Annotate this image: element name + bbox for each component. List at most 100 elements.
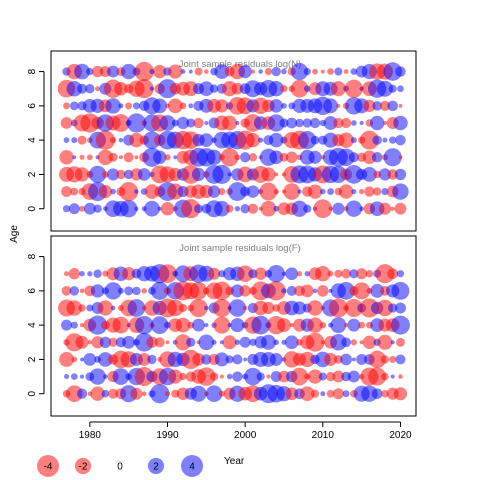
residual-bubble	[280, 85, 288, 93]
y-tick-label: 6	[27, 288, 38, 294]
residual-bubble	[290, 63, 309, 81]
residual-bubble	[344, 165, 364, 184]
residual-bubble	[338, 132, 354, 148]
residual-bubble	[64, 271, 70, 277]
panel-logF-bubbles	[58, 264, 410, 404]
residual-bubble	[116, 169, 126, 180]
residual-bubble	[271, 66, 281, 77]
residual-bubble	[281, 288, 287, 294]
residual-bubble	[225, 204, 234, 213]
residual-bubble	[227, 172, 232, 177]
residual-bubble	[120, 63, 137, 80]
residual-bubble	[107, 168, 120, 181]
residual-bubble	[389, 355, 397, 364]
residual-bubble	[179, 102, 187, 110]
residual-bubble	[390, 206, 395, 211]
residual-bubble	[267, 114, 285, 132]
residual-bubble	[266, 374, 271, 379]
panel-logF: Joint sample residuals log(F) 0 2 4 6 8	[27, 235, 417, 417]
residual-bubble	[147, 354, 157, 365]
residual-bubble	[126, 113, 147, 133]
residual-bubble	[393, 115, 408, 131]
residual-bubble	[141, 391, 147, 397]
residual-bubble	[79, 288, 85, 294]
residual-bubble	[324, 352, 338, 366]
residual-bubble	[395, 134, 406, 146]
residual-bubble	[212, 298, 231, 318]
residual-bubble	[68, 268, 80, 280]
residual-bubble	[173, 155, 178, 160]
residual-bubble	[368, 350, 386, 369]
residual-bubble	[231, 82, 244, 95]
residual-bubble	[269, 99, 283, 113]
residual-bubble	[159, 115, 176, 131]
residual-bubble	[361, 385, 378, 402]
panel-logN-y-axis: 0 2 4 6 8	[27, 68, 45, 211]
residual-bubble	[309, 117, 321, 129]
residual-bubble	[232, 371, 243, 382]
residual-bubble	[299, 351, 315, 368]
x-tick-label: 1980	[79, 430, 102, 441]
residual-bubble	[395, 66, 406, 77]
x-tick-label: 2010	[312, 430, 335, 441]
y-tick-label: 0	[27, 205, 38, 211]
residual-bubble	[152, 98, 168, 114]
legend-bubble	[181, 455, 203, 477]
residual-bubble	[71, 356, 78, 363]
residual-bubble	[83, 202, 96, 215]
residual-bubble	[250, 69, 256, 74]
y-tick-label: 4	[27, 322, 38, 328]
residual-bubble	[110, 305, 116, 311]
residual-bubble	[260, 200, 277, 217]
residual-bubble	[341, 337, 352, 348]
residual-bubble	[208, 267, 221, 280]
residual-bubble	[121, 267, 136, 281]
residual-bubble	[127, 299, 146, 317]
residual-bubble	[341, 117, 352, 129]
residual-bubble	[134, 367, 154, 387]
residual-bubble	[359, 188, 365, 195]
legend-label: -4	[44, 462, 53, 473]
residual-bubble	[317, 285, 329, 297]
residual-bubble	[174, 334, 192, 351]
residual-bubble	[295, 118, 304, 128]
residual-bubble	[382, 137, 388, 143]
residual-bubble	[388, 303, 398, 313]
x-tick-label: 2020	[389, 430, 412, 441]
legend-bubble	[147, 457, 165, 475]
residual-bubble	[199, 133, 214, 148]
residual-bubble	[211, 339, 217, 345]
residual-bubble	[377, 334, 393, 350]
residual-bubble	[69, 101, 79, 111]
residual-bubble	[206, 149, 222, 165]
residual-bubble	[353, 282, 371, 300]
residual-bubble	[232, 354, 243, 365]
residual-bubble	[164, 391, 171, 397]
residual-bubble	[362, 335, 377, 349]
residual-bubble	[134, 61, 154, 82]
residual-bubble	[150, 316, 169, 335]
residual-bubble	[152, 150, 167, 165]
residual-bubble	[382, 120, 387, 126]
residual-bubble	[261, 167, 276, 182]
residual-bubble	[340, 353, 352, 366]
residual-bubble	[230, 318, 245, 333]
residual-bubble	[168, 64, 183, 79]
residual-bubble	[396, 337, 405, 347]
residual-bubble	[192, 318, 205, 332]
residual-bubble	[273, 205, 280, 212]
residual-bubble	[95, 130, 115, 150]
residual-bubble	[104, 282, 122, 300]
legend-label: 2	[153, 462, 159, 473]
residual-bubble	[398, 155, 403, 160]
residual-bubble	[218, 188, 226, 196]
residual-bubble	[79, 270, 85, 277]
residual-bubble	[375, 264, 395, 284]
residual-bubble	[347, 370, 360, 383]
residual-bubble	[166, 299, 184, 317]
residual-bubble	[79, 323, 85, 328]
residual-bubble	[341, 268, 352, 279]
y-tick-label: 8	[27, 68, 38, 74]
residual-bubble	[390, 315, 410, 335]
